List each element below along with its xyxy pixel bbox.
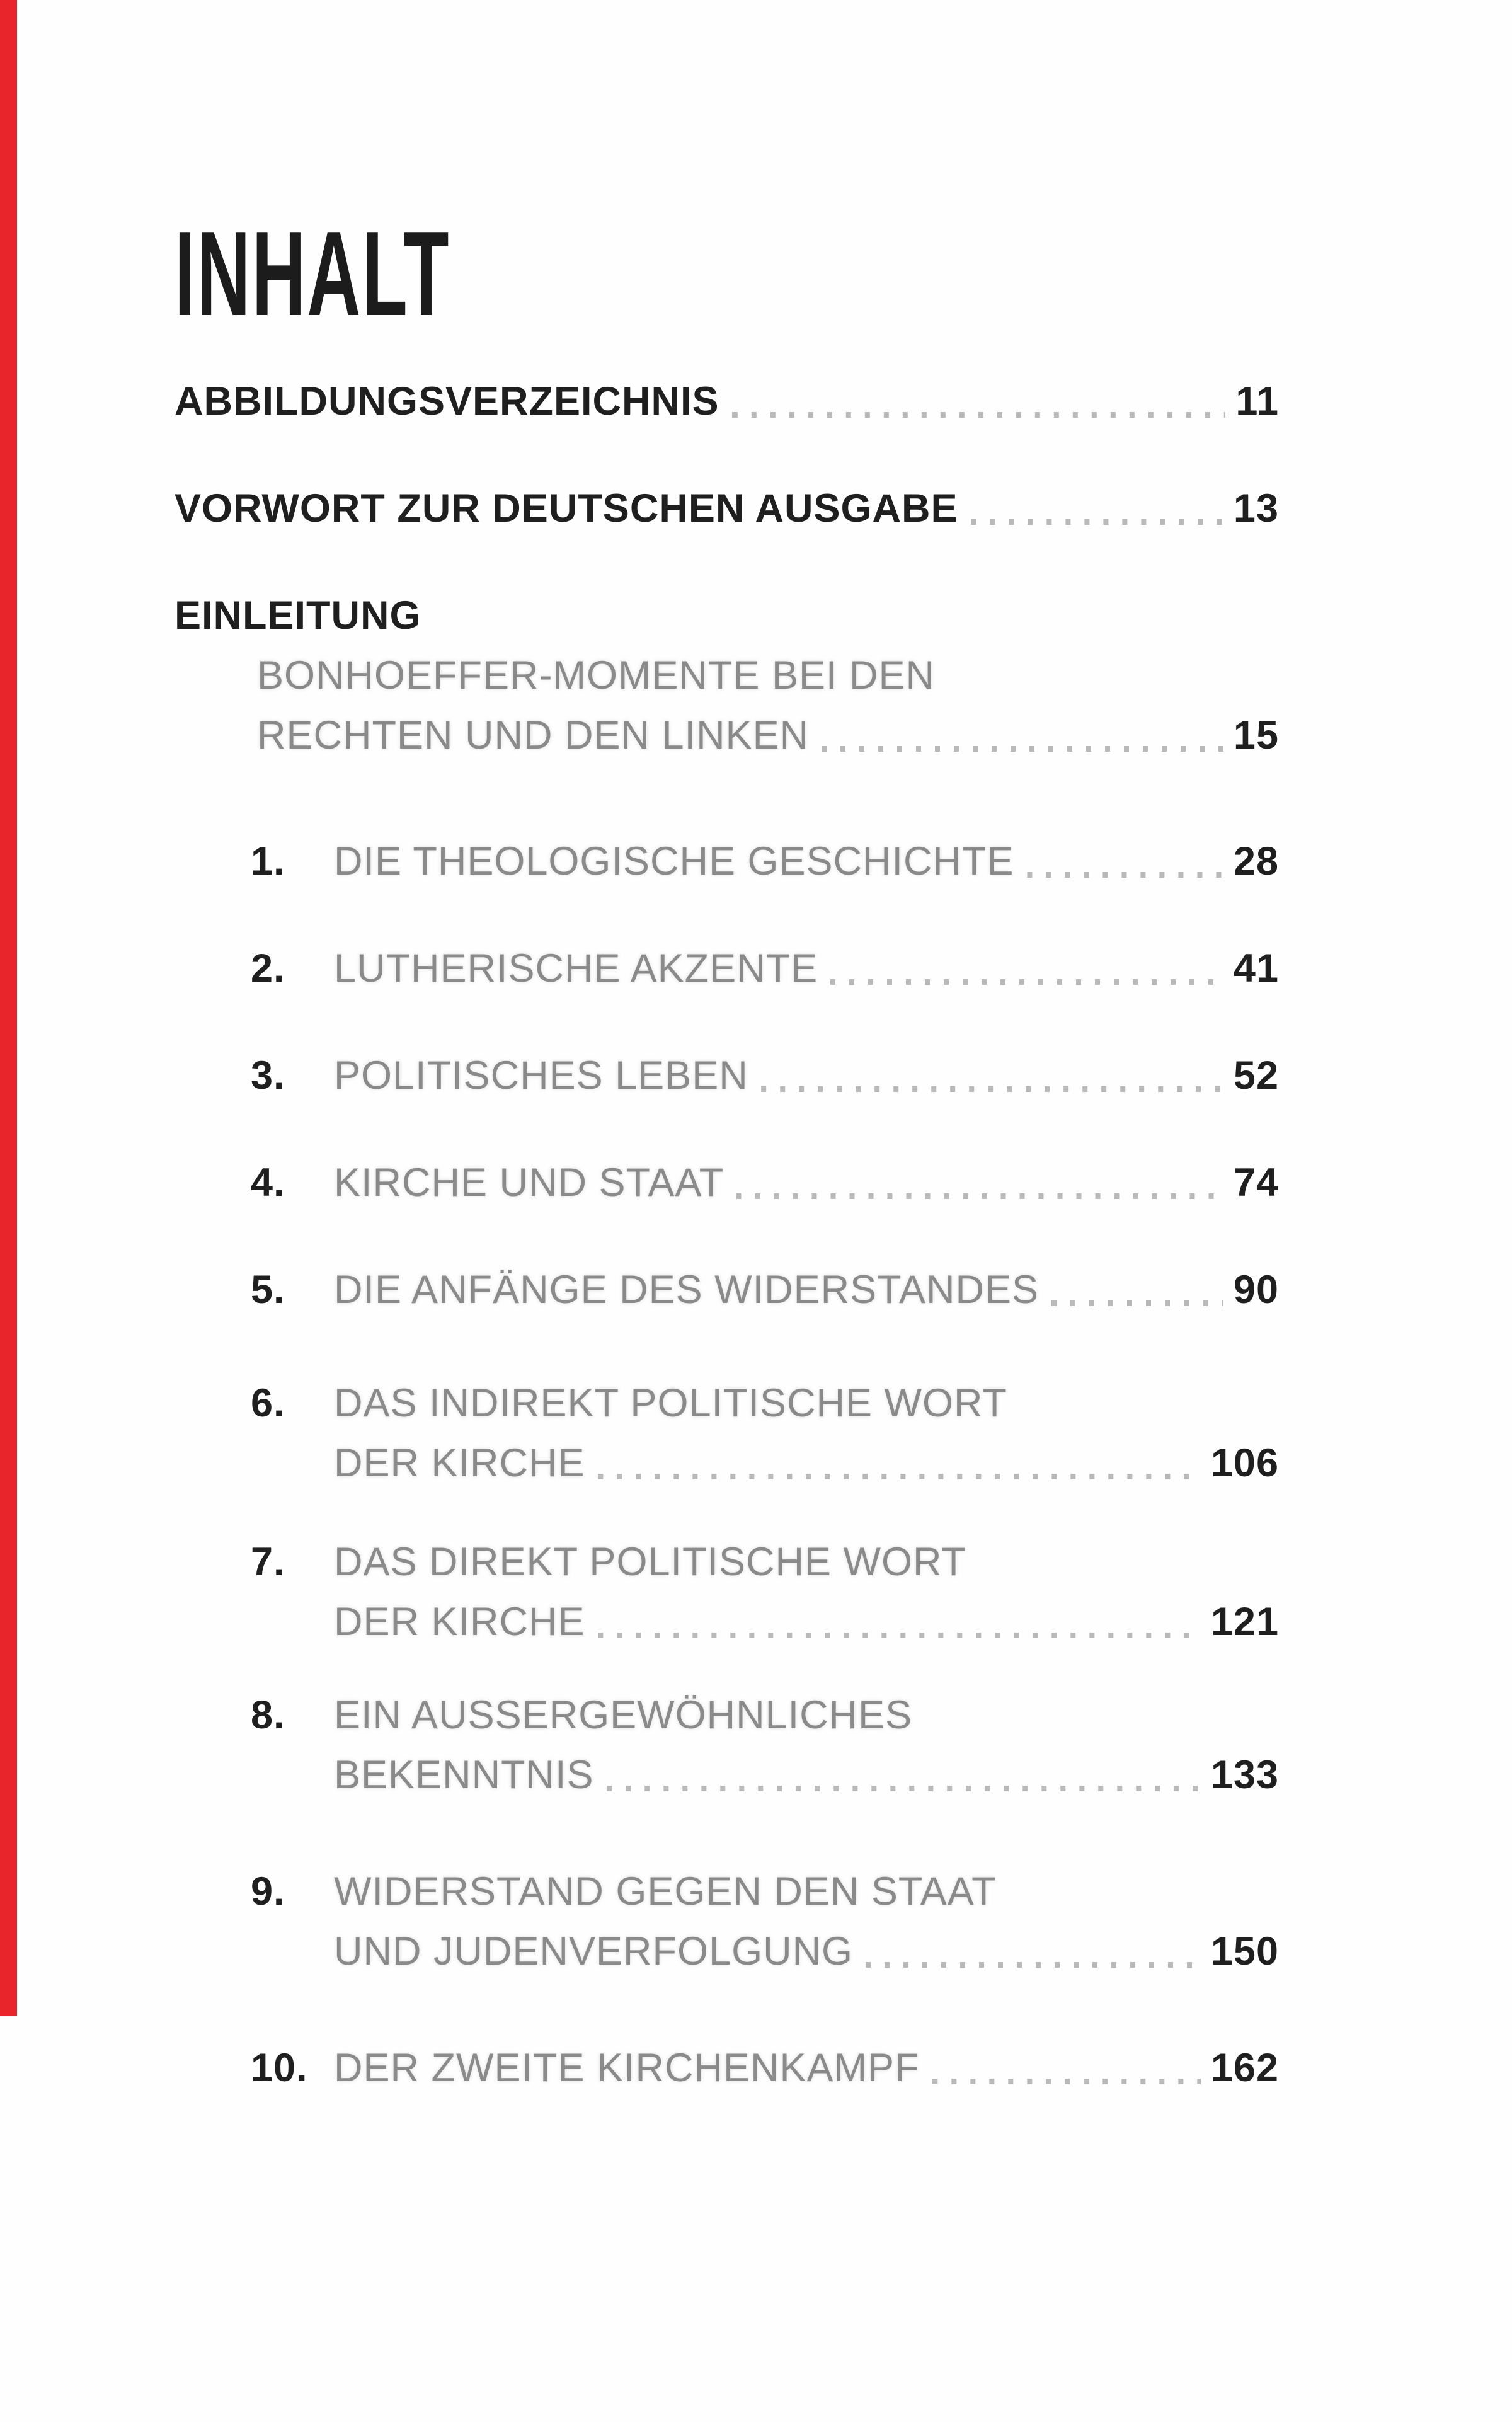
entry-page-number: 162: [1210, 2046, 1279, 2090]
entry-label: EINLEITUNG: [175, 594, 421, 638]
dot-leader: [970, 519, 1223, 525]
entry-label: POLITISCHES LEBEN: [334, 1053, 748, 1098]
entry-label-line2: UND JUDENVERFOLGUNG: [334, 1929, 854, 1973]
toc-entry-chapter-10: 10. DER ZWEITE KIRCHENKAMPF 162: [175, 2038, 1279, 2098]
entry-page-number: 52: [1233, 1053, 1279, 1098]
chapter-number: 3.: [251, 1053, 285, 1098]
toc-entry-chapter-3: 3. POLITISCHES LEBEN 52: [175, 1046, 1279, 1106]
entry-label: DIE THEOLOGISCHE GESCHICHTE: [334, 839, 1014, 883]
entry-page-number: 90: [1233, 1268, 1279, 1312]
dot-leader: [932, 2079, 1201, 2084]
dot-leader: [822, 746, 1223, 752]
dot-leader: [606, 1786, 1201, 1791]
chapter-number: 7.: [251, 1540, 285, 1584]
chapter-number: 4.: [251, 1161, 285, 1205]
chapter-number: 2.: [251, 946, 285, 990]
toc-entry-vorwort: VORWORT ZUR DEUTSCHEN AUSGABE 13: [175, 479, 1279, 539]
chapter-number: 6.: [251, 1381, 285, 1425]
entry-label-line2: BEKENNTNIS: [334, 1753, 594, 1797]
red-spine-bar: [0, 0, 17, 2016]
entry-label-line2: DER KIRCHE: [334, 1600, 585, 1644]
toc-entry-chapter-8: 8. EIN AUSSERGEWÖHNLICHES BEKENNTNIS 133: [175, 1685, 1279, 1805]
page-title: INHALT: [175, 207, 451, 341]
dot-leader: [1051, 1300, 1223, 1306]
dot-leader: [731, 412, 1226, 418]
chapter-number: 8.: [251, 1693, 285, 1737]
dot-leader: [866, 1962, 1201, 1968]
dot-leader: [830, 979, 1223, 985]
entry-label-line1: DAS INDIREKT POLITISCHE WORT: [334, 1381, 1007, 1425]
entry-page-number: 41: [1233, 946, 1279, 990]
entry-page-number: 13: [1233, 486, 1279, 531]
toc-entry-abbildungsverzeichnis: ABBILDUNGSVERZEICHNIS 11: [175, 372, 1279, 432]
toc-entry-chapter-5: 5. DIE ANFÄNGE DES WIDERSTANDES 90: [175, 1260, 1279, 1320]
dot-leader: [736, 1193, 1223, 1199]
entry-subtitle-line2: RECHTEN UND DEN LINKEN: [257, 713, 810, 757]
toc-entry-chapter-9: 9. WIDERSTAND GEGEN DEN STAAT UND JUDENV…: [175, 1862, 1279, 1982]
entry-page-number: 15: [1233, 713, 1279, 757]
entry-label-line1: EIN AUSSERGEWÖHNLICHES: [334, 1693, 913, 1737]
entry-label: ABBILDUNGSVERZEICHNIS: [175, 379, 719, 423]
entry-label: VORWORT ZUR DEUTSCHEN AUSGABE: [175, 486, 958, 531]
entry-page-number: 74: [1233, 1161, 1279, 1205]
entry-page-number: 133: [1210, 1753, 1279, 1797]
toc-content: INHALT ABBILDUNGSVERZEICHNIS 11 VORWORT …: [175, 208, 1279, 2098]
chapter-number: 1.: [251, 839, 285, 883]
entry-label-line1: WIDERSTAND GEGEN DEN STAAT: [334, 1869, 997, 1914]
entry-page-number: 121: [1210, 1600, 1279, 1644]
entry-label: DER ZWEITE KIRCHENKAMPF: [334, 2046, 920, 2090]
entry-label-line2: DER KIRCHE: [334, 1441, 585, 1485]
toc-entry-chapter-2: 2. LUTHERISCHE AKZENTE 41: [175, 939, 1279, 999]
chapter-number: 5.: [251, 1268, 285, 1312]
entry-page-number: 106: [1210, 1441, 1279, 1485]
toc-entry-chapter-4: 4. KIRCHE UND STAAT 74: [175, 1153, 1279, 1213]
dot-leader: [597, 1474, 1201, 1479]
entry-label: DIE ANFÄNGE DES WIDERSTANDES: [334, 1268, 1039, 1312]
entry-page-number: 11: [1235, 379, 1279, 423]
entry-label: KIRCHE UND STAAT: [334, 1161, 724, 1205]
toc-entry-chapter-7: 7. DAS DIREKT POLITISCHE WORT DER KIRCHE…: [175, 1532, 1279, 1652]
chapter-number: 10.: [251, 2046, 308, 2090]
toc-entry-einleitung: EINLEITUNG BONHOEFFER-MOMENTE BEI DEN RE…: [175, 586, 1279, 766]
dot-leader: [597, 1633, 1201, 1638]
chapter-number: 9.: [251, 1869, 285, 1914]
toc-entry-chapter-6: 6. DAS INDIREKT POLITISCHE WORT DER KIRC…: [175, 1374, 1279, 1493]
entry-label: LUTHERISCHE AKZENTE: [334, 946, 818, 990]
entry-label-line1: DAS DIREKT POLITISCHE WORT: [334, 1540, 966, 1584]
entry-page-number: 28: [1233, 839, 1279, 883]
entry-page-number: 150: [1210, 1929, 1279, 1973]
toc-entry-chapter-1: 1. DIE THEOLOGISCHE GESCHICHTE 28: [175, 832, 1279, 892]
entry-subtitle-line1: BONHOEFFER-MOMENTE BEI DEN: [257, 653, 936, 697]
dot-leader: [760, 1086, 1223, 1092]
dot-leader: [1026, 872, 1223, 878]
